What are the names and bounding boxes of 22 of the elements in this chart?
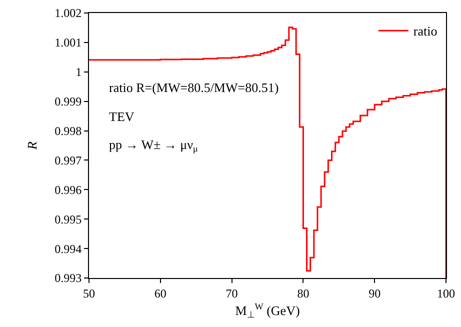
annotation: ratio R=(MW=80.5/MW=80.51)	[109, 80, 279, 95]
x-tick-label: 50	[83, 286, 95, 300]
x-tick-label: 60	[154, 286, 166, 300]
y-tick-label: 0.994	[54, 242, 82, 256]
y-tick-label: 0.997	[54, 153, 82, 168]
x-tick-label: 80	[297, 286, 310, 300]
y-tick-label: 1.001	[54, 36, 82, 50]
y-tick-label: 1	[76, 65, 82, 80]
x-tick-label: 70	[226, 286, 238, 300]
y-tick-label: 0.998	[54, 124, 82, 138]
y-tick-label: 0.995	[54, 212, 82, 226]
y-tick-label: 0.996	[54, 182, 82, 197]
annotation: TEV	[109, 109, 135, 124]
legend-label: ratio	[413, 24, 438, 39]
y-tick-label: 0.999	[54, 94, 82, 109]
x-tick-label: 100	[437, 286, 455, 300]
x-tick-label: 90	[368, 286, 381, 300]
y-tick-label: 0.993	[54, 271, 82, 286]
annotation: pp → W± → μν$_{μ}$	[109, 137, 198, 154]
y-axis-title: R	[24, 141, 40, 150]
x-axis-title: M$_{⊥}$$^{W}$ (GeV)	[235, 302, 300, 320]
y-tick-label: 1.002	[54, 6, 82, 20]
